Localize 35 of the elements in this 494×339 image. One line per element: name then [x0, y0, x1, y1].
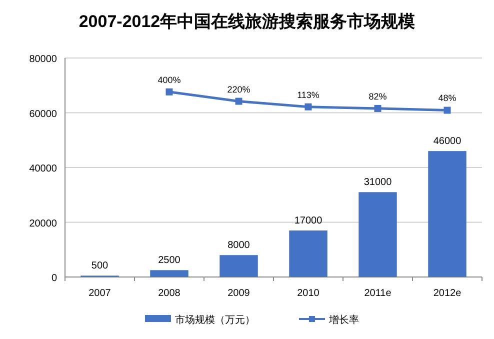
point	[444, 106, 451, 114]
legend-label: 市场规模（万元）	[175, 314, 255, 326]
point	[374, 104, 382, 112]
x-tick-label: 2010	[297, 288, 320, 299]
x-tick-label: 2009	[228, 288, 250, 299]
legend-label: 增长率	[328, 314, 359, 326]
x-tick-label: 2011e	[364, 288, 392, 299]
data-label: 48%	[438, 93, 456, 104]
x-tick-label: 2007	[88, 288, 112, 299]
data-label: 2500	[158, 255, 181, 266]
data-label: 500	[91, 260, 109, 272]
y-tick-label: 60000	[29, 108, 58, 120]
data-label: 46000	[433, 136, 462, 148]
x-tick-label: 2008	[158, 288, 181, 299]
y-tick-label: 40000	[29, 164, 58, 174]
data-label: 17000	[294, 215, 323, 226]
data-label: 220%	[227, 84, 250, 94]
point	[304, 103, 312, 110]
point	[235, 98, 242, 105]
bar	[289, 230, 328, 277]
data-label: 31000	[364, 177, 392, 188]
data-label: 400%	[158, 74, 181, 85]
bar	[150, 270, 188, 277]
y-tick-label: 0	[51, 273, 58, 284]
data-label: 113%	[297, 90, 320, 100]
data-label: 82%	[368, 91, 387, 102]
x-tick-label: 2012e	[433, 288, 462, 299]
y-tick-label: 20000	[29, 218, 58, 230]
chart-title: 2007-2012年中国在线旅游搜索服务市场规模	[78, 12, 416, 31]
bar	[358, 192, 397, 277]
bar	[428, 151, 466, 277]
y-tick-label: 80000	[29, 54, 58, 65]
bar	[220, 255, 258, 277]
point	[166, 88, 173, 96]
data-label: 8000	[228, 240, 250, 252]
